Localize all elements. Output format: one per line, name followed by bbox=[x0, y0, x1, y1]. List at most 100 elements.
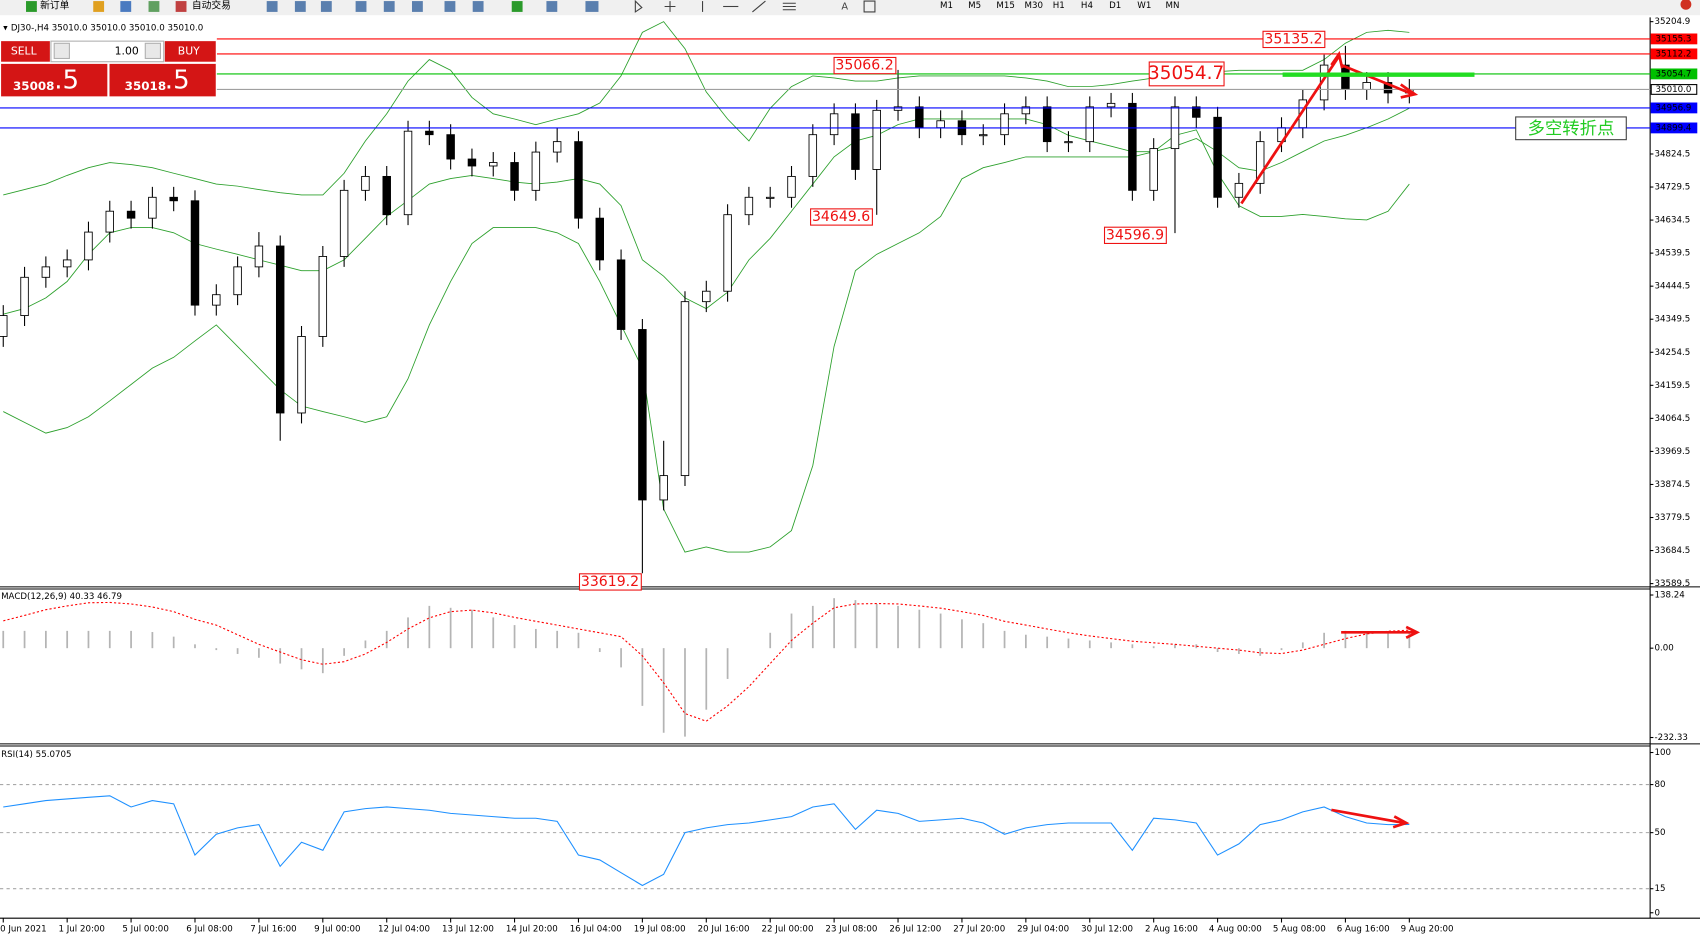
timeframe-button[interactable]: D1 bbox=[1109, 1, 1121, 11]
price-note: 34596.9 bbox=[1106, 227, 1164, 243]
sell-pips[interactable]: .5 bbox=[54, 66, 79, 96]
candle-body bbox=[403, 130, 413, 216]
y-tick-label: 34729.5 bbox=[1654, 183, 1690, 193]
toolbar-tools bbox=[266, 1, 599, 12]
alert-icon[interactable] bbox=[1680, 0, 1692, 10]
text-tool[interactable]: A bbox=[841, 1, 848, 12]
new-order-button[interactable]: 新订单 bbox=[40, 0, 70, 11]
timeframe-button[interactable]: H1 bbox=[1053, 1, 1065, 11]
candle-body bbox=[1085, 106, 1094, 143]
candle-body bbox=[1149, 148, 1158, 191]
price-note-box bbox=[1103, 226, 1167, 244]
price-level-box bbox=[1650, 48, 1698, 60]
toolbar-icon[interactable] bbox=[472, 1, 484, 12]
candle-body bbox=[169, 196, 178, 202]
trendline-tool[interactable] bbox=[752, 0, 766, 13]
price-note-box bbox=[810, 208, 873, 226]
timeframe-button[interactable]: MN bbox=[1165, 1, 1179, 11]
candle-body bbox=[190, 200, 200, 306]
auto-trading-icon[interactable] bbox=[175, 1, 187, 12]
rsi-title: RSI(14) 55.0705 bbox=[1, 750, 71, 760]
lot-decrease[interactable] bbox=[53, 42, 70, 60]
price-level-label: 35010.0 bbox=[1656, 85, 1692, 95]
timeframe-button[interactable]: M15 bbox=[996, 1, 1014, 11]
x-tick-label: 12 Jul 04:00 bbox=[378, 925, 430, 935]
channel-tool[interactable] bbox=[782, 2, 796, 11]
crosshair-tool[interactable] bbox=[664, 1, 676, 12]
new-order-icon[interactable] bbox=[26, 1, 37, 12]
y-tick-label: 35204.9 bbox=[1654, 17, 1690, 27]
timeframe-button[interactable]: M1 bbox=[940, 1, 953, 11]
price-level-label: 34899.4 bbox=[1656, 123, 1692, 133]
price-level-box bbox=[1650, 33, 1698, 45]
toolbar bbox=[0, 0, 1700, 16]
candle-body bbox=[1234, 182, 1244, 198]
lot-input[interactable] bbox=[50, 40, 165, 63]
candle-body bbox=[254, 245, 264, 268]
level-note: 35054.7 bbox=[1148, 63, 1224, 84]
toolbar-icon[interactable] bbox=[411, 1, 423, 12]
candle-body bbox=[425, 130, 434, 136]
price-pane: 35204.9 34824.5 34729.5 34634.5 34539.5 34444… bbox=[0, 17, 1698, 591]
toolbar-icon[interactable] bbox=[511, 1, 523, 12]
x-tick-label: 22 Jul 00:00 bbox=[762, 925, 814, 935]
timeframe-button[interactable]: M30 bbox=[1025, 1, 1043, 11]
toolbar-icon[interactable] bbox=[294, 1, 306, 12]
x-tick-label: 5 Aug 08:00 bbox=[1273, 925, 1326, 935]
price-level-label: 35155.3 bbox=[1656, 34, 1692, 44]
toolbar-icon[interactable] bbox=[546, 1, 558, 12]
timeframe-button[interactable]: W1 bbox=[1137, 1, 1151, 11]
candle-body bbox=[765, 196, 775, 199]
toolbar-icon[interactable] bbox=[148, 1, 160, 12]
time-axis: 30 Jun 2021 1 Jul 20:00 5 Jul 00:00 6 Jul 0… bbox=[0, 918, 1454, 935]
candle-body bbox=[1255, 141, 1265, 184]
timeframe-bar: M1 M5 M15 M30 H1 H4 D1 W1 MN bbox=[940, 1, 1179, 11]
price-level-box bbox=[1650, 122, 1698, 134]
level-note-box bbox=[1148, 61, 1225, 87]
rsi-line bbox=[3, 795, 1410, 887]
toolbar-icon[interactable] bbox=[266, 1, 278, 12]
cursor-tool[interactable] bbox=[634, 0, 643, 13]
x-tick-label: 9 Jul 00:00 bbox=[314, 925, 360, 935]
toolbar-icon[interactable] bbox=[93, 1, 105, 12]
buy-price-box[interactable] bbox=[109, 63, 216, 97]
price-note-box bbox=[578, 573, 642, 591]
sell-price[interactable]: 35008 bbox=[13, 79, 54, 93]
candle-body bbox=[1021, 106, 1031, 115]
toolbar-icon[interactable] bbox=[383, 1, 395, 12]
buy-label[interactable]: BUY bbox=[178, 44, 200, 57]
auto-trading-button[interactable]: 自动交易 bbox=[192, 0, 231, 11]
timeframe-button[interactable]: M5 bbox=[968, 1, 981, 11]
buy-pips[interactable]: .5 bbox=[165, 66, 190, 96]
candle-body bbox=[638, 329, 647, 501]
lot-increase[interactable] bbox=[144, 42, 162, 60]
sell-button[interactable] bbox=[1, 41, 50, 62]
arrow bbox=[1331, 808, 1405, 825]
toolbar-icon[interactable] bbox=[585, 1, 599, 12]
toolbar-icon[interactable] bbox=[444, 1, 456, 12]
sell-price-box[interactable] bbox=[1, 63, 108, 97]
candle-body bbox=[1128, 102, 1137, 191]
y-tick-label: 34824.5 bbox=[1654, 149, 1690, 159]
toolbar-icon[interactable] bbox=[120, 1, 132, 12]
candle-body bbox=[1042, 106, 1052, 143]
symbol-marker bbox=[3, 25, 8, 31]
lot-value[interactable]: 1.00 bbox=[115, 44, 139, 57]
sell-label[interactable]: SELL bbox=[11, 44, 37, 57]
candle-body bbox=[1000, 113, 1009, 136]
price-note: 34649.6 bbox=[812, 209, 870, 225]
buy-price[interactable]: 35018 bbox=[125, 79, 166, 93]
y-tick-label: 80 bbox=[1654, 780, 1665, 790]
x-tick-label: 30 Jul 12:00 bbox=[1081, 925, 1133, 935]
y-tick-label: 34349.5 bbox=[1654, 315, 1690, 325]
price-level-box bbox=[1650, 68, 1698, 80]
buy-button[interactable] bbox=[164, 41, 216, 62]
toolbar-icon[interactable] bbox=[355, 1, 367, 12]
candle-body bbox=[1362, 82, 1371, 90]
candle-body bbox=[318, 256, 328, 337]
toolbar-icon[interactable] bbox=[320, 1, 332, 12]
candle-body bbox=[829, 113, 839, 136]
text-label-tool[interactable] bbox=[863, 0, 876, 13]
timeframe-button[interactable]: H4 bbox=[1081, 1, 1094, 11]
x-tick-label: 9 Aug 20:00 bbox=[1401, 925, 1454, 935]
